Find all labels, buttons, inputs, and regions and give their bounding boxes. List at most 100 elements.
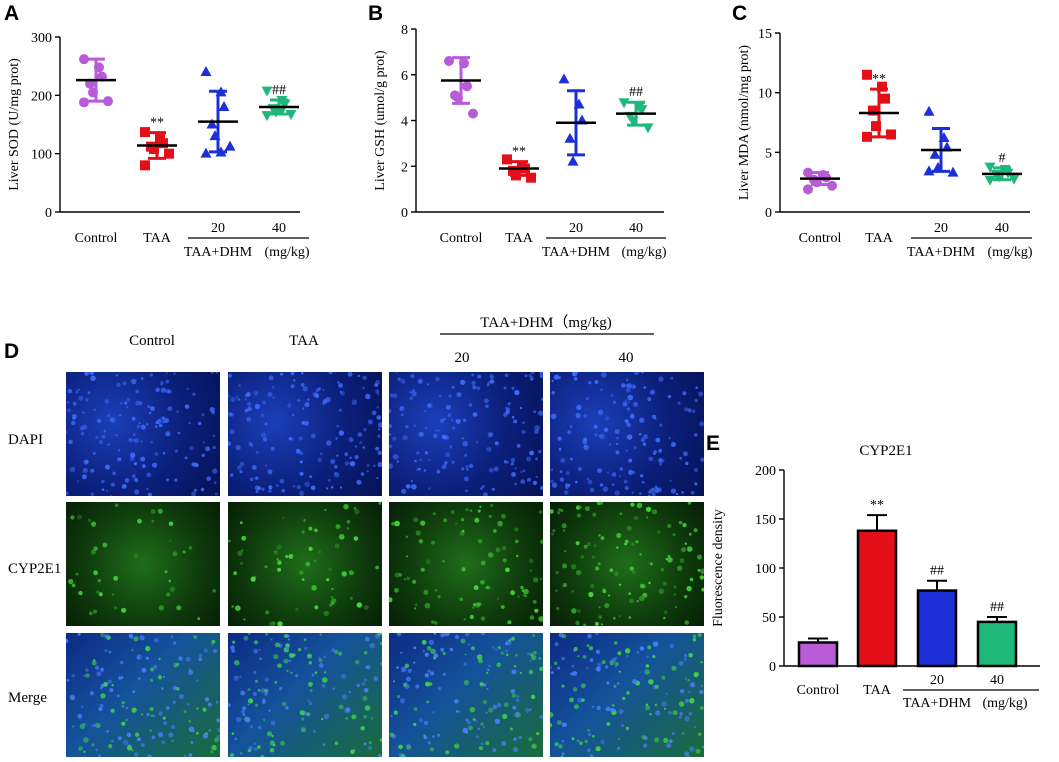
cell-dot	[658, 376, 664, 382]
cell-dot	[166, 478, 170, 482]
cell-dot	[68, 439, 73, 445]
x-label-control: Control	[440, 231, 483, 246]
cell-dot	[348, 437, 354, 443]
cell-dot	[400, 754, 406, 757]
panel-letter-a: A	[4, 2, 19, 25]
data-point	[149, 144, 159, 154]
cell-dot	[279, 478, 285, 484]
cell-dot	[649, 389, 655, 395]
cell-dot	[618, 709, 624, 715]
cell-dot	[95, 435, 99, 439]
cell-dot	[366, 464, 370, 467]
cell-dot	[299, 471, 304, 476]
x-unit-label: (mg/kg)	[264, 245, 309, 260]
cell-dot	[613, 684, 617, 688]
cell-dot	[331, 587, 334, 591]
cell-dot	[277, 560, 282, 565]
cell-dot	[700, 661, 703, 664]
cell-dot	[378, 502, 382, 505]
cell-dot	[83, 722, 86, 726]
cell-dot	[519, 406, 523, 410]
cell-dot	[616, 436, 619, 440]
cell-dot	[482, 700, 487, 705]
cell-dot	[516, 554, 519, 558]
cell-dot	[334, 472, 337, 475]
cell-dot	[579, 741, 583, 745]
cell-dot	[364, 636, 370, 642]
cell-dot	[108, 650, 112, 654]
cell-dot	[319, 633, 322, 636]
cell-dot	[511, 693, 516, 698]
cell-dot	[686, 585, 692, 592]
cell-dot	[169, 539, 172, 542]
cell-dot	[575, 412, 581, 419]
cell-dot	[405, 535, 409, 539]
cell-dot	[516, 444, 521, 448]
cell-dot	[556, 720, 562, 725]
cell-dot	[586, 477, 589, 481]
micrograph-texture	[550, 502, 704, 626]
panel-d-row-dapi: DAPI	[8, 432, 43, 448]
data-point	[218, 101, 230, 111]
cell-dot	[125, 706, 129, 710]
cell-dot	[380, 662, 382, 665]
cell-dot	[623, 479, 628, 484]
cell-dot	[433, 633, 437, 635]
cell-dot	[424, 652, 429, 657]
cell-dot	[310, 433, 316, 439]
cell-dot	[363, 605, 369, 610]
cell-dot	[641, 735, 646, 740]
cell-dot	[604, 603, 610, 609]
cell-dot	[241, 709, 245, 714]
cell-dot	[100, 693, 106, 699]
cell-dot	[675, 605, 678, 609]
cell-dot	[235, 395, 239, 399]
cell-dot	[138, 422, 141, 425]
cell-dot	[678, 660, 684, 666]
cell-dot	[148, 411, 152, 415]
cell-dot	[254, 403, 261, 410]
cell-dot	[394, 520, 400, 527]
cell-dot	[154, 452, 159, 456]
cell-dot	[393, 710, 398, 715]
cell-dot	[332, 687, 335, 690]
cell-dot	[601, 372, 607, 378]
cell-dot	[502, 546, 507, 551]
cell-dot	[69, 466, 76, 473]
cell-dot	[171, 739, 174, 742]
cell-dot	[625, 387, 631, 393]
cell-dot	[550, 671, 554, 674]
cell-dot	[257, 745, 261, 749]
cell-dot	[354, 455, 359, 460]
cell-dot	[584, 739, 588, 744]
cell-dot	[141, 464, 146, 469]
cell-dot	[589, 487, 595, 493]
cell-dot	[571, 664, 575, 668]
cell-dot	[230, 397, 236, 403]
cell-dot	[161, 687, 164, 690]
cell-dot	[285, 706, 289, 710]
cell-dot	[673, 585, 677, 589]
cell-dot	[354, 509, 360, 515]
cell-dot	[606, 681, 610, 685]
cell-dot	[271, 734, 274, 738]
cell-dot	[259, 657, 262, 660]
cell-dot	[228, 441, 232, 446]
cell-dot	[427, 383, 430, 386]
cell-dot	[666, 743, 672, 749]
cell-dot	[349, 456, 352, 460]
cell-dot	[489, 432, 494, 437]
cell-dot	[400, 413, 404, 417]
cell-dot	[283, 658, 289, 664]
cell-dot	[576, 570, 582, 576]
cell-dot	[260, 688, 266, 694]
cell-dot	[682, 523, 687, 528]
data-point	[871, 121, 881, 132]
cell-dot	[297, 648, 302, 652]
cell-dot	[66, 639, 69, 643]
cell-dot	[121, 484, 127, 489]
cell-dot	[338, 430, 345, 436]
cell-dot	[280, 740, 285, 746]
cell-dot	[96, 590, 100, 594]
cell-dot	[306, 712, 310, 717]
